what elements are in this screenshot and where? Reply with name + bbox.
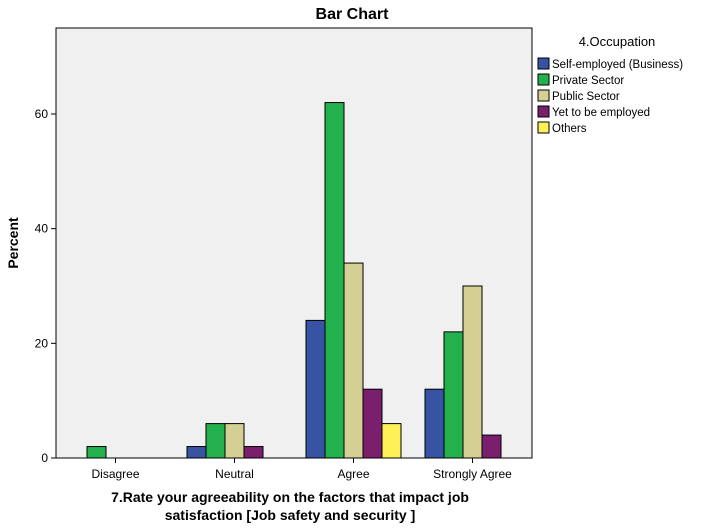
bar — [381, 423, 402, 459]
legend: Self-employed (Business) Private Sector Pu… — [537, 57, 683, 135]
y-tick-label: 20 — [35, 336, 49, 350]
bar — [305, 319, 326, 459]
x-tick-label: Agree — [337, 467, 369, 481]
y-axis-ticks: 0 20 40 60 — [35, 107, 56, 465]
x-tick-label: Strongly Agree — [433, 467, 512, 481]
bar — [362, 388, 383, 459]
y-tick-label: 40 — [35, 222, 49, 236]
legend-swatch — [537, 89, 550, 102]
bar — [324, 102, 345, 459]
y-tick-label: 0 — [41, 451, 48, 465]
bar — [443, 331, 464, 459]
x-axis-ticks: Disagree Neutral Agree Strongly Agree — [91, 458, 512, 481]
chart-title: Bar Chart — [316, 6, 390, 23]
bar — [462, 285, 483, 459]
bar — [205, 423, 226, 459]
bar — [186, 446, 207, 459]
legend-label: Public Sector — [552, 91, 620, 103]
legend-swatch — [537, 121, 550, 134]
legend-swatch — [537, 57, 550, 70]
x-axis-label-line-1: 7.Rate your agreeability on the factors … — [111, 489, 469, 505]
y-axis-label: Percent — [5, 217, 21, 269]
legend-label: Self-employed (Business) — [552, 59, 683, 71]
bar — [424, 388, 445, 459]
legend-label: Private Sector — [552, 75, 624, 87]
bar — [481, 434, 502, 459]
y-tick-label: 60 — [35, 107, 49, 121]
x-tick-label: Disagree — [91, 467, 139, 481]
bar — [86, 446, 107, 459]
x-axis-label-line-2: satisfaction [Job safety and security ] — [165, 507, 416, 523]
legend-title: 4.Occupation — [579, 34, 656, 49]
legend-swatch — [537, 105, 550, 118]
legend-label: Others — [552, 123, 587, 135]
bar — [243, 446, 264, 459]
legend-swatch — [537, 73, 550, 86]
legend-label: Yet to be employed — [552, 107, 650, 119]
x-tick-label: Neutral — [215, 467, 254, 481]
bar-series-group — [86, 102, 502, 459]
bar — [224, 423, 245, 459]
bar — [343, 262, 364, 459]
